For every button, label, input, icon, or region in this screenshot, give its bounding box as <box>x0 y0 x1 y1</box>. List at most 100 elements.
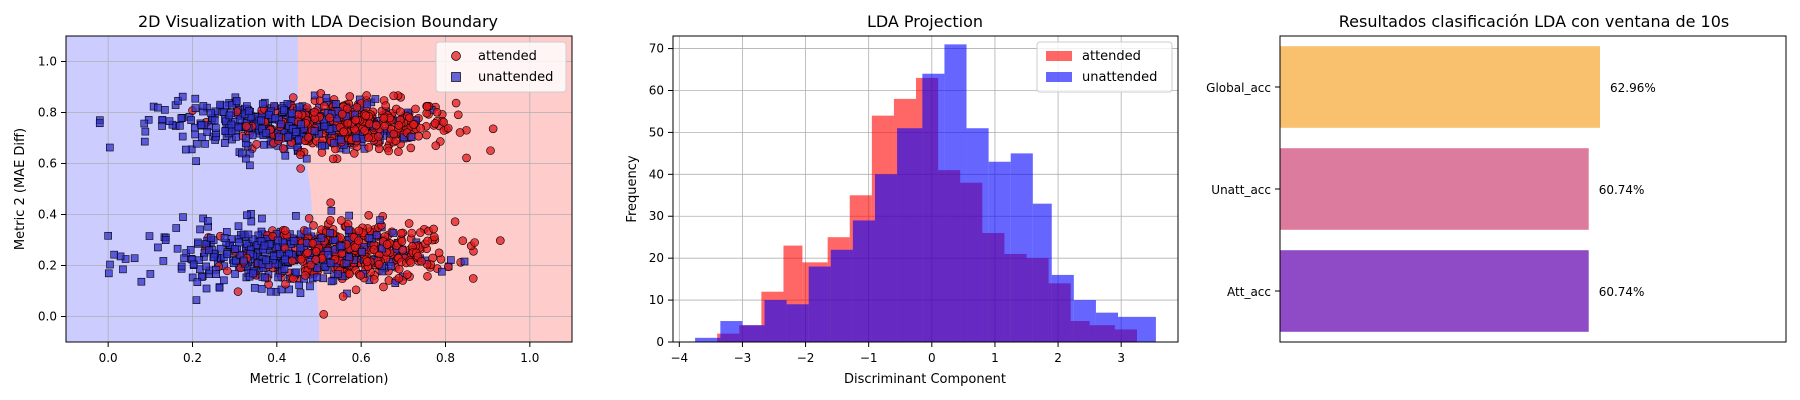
point-unattended <box>141 127 150 136</box>
point-attended <box>252 139 261 149</box>
point-unattended <box>313 273 321 282</box>
point-attended <box>422 102 432 111</box>
x-tick-label: 0.0 <box>99 351 118 365</box>
hist-bar-unattended <box>742 325 765 342</box>
point-unattended <box>197 121 206 129</box>
point-unattended <box>220 139 229 147</box>
point-unattended <box>266 287 275 296</box>
point-attended <box>369 275 379 284</box>
category-label: Unatt_acc <box>1211 183 1271 197</box>
point-unattended <box>225 111 234 120</box>
plot-frame <box>65 35 573 343</box>
point-unattended <box>250 284 259 292</box>
y-tick-label: 0.2 <box>38 259 57 273</box>
point-unattended <box>363 100 371 109</box>
point-unattended <box>197 273 206 281</box>
point-attended <box>394 264 404 274</box>
point-attended <box>450 217 460 227</box>
point-unattended <box>310 127 319 135</box>
point-unattended <box>274 273 282 282</box>
point-unattended <box>243 211 251 220</box>
point-unattended <box>191 123 199 132</box>
point-unattended <box>387 262 395 271</box>
legend-label-attended: attended <box>1082 49 1141 64</box>
chart-title: Resultados clasificación LDA con ventana… <box>1339 12 1730 31</box>
point-attended <box>407 228 417 238</box>
point-unattended <box>292 268 301 277</box>
point-unattended <box>191 94 200 103</box>
point-attended <box>468 274 478 283</box>
x-tick-label: 1.0 <box>520 351 539 365</box>
point-unattended <box>106 143 114 152</box>
point-unattended <box>280 265 289 274</box>
y-tick-label: 20 <box>649 251 664 265</box>
point-attended <box>233 287 243 296</box>
point-attended <box>374 144 384 154</box>
point-attended <box>339 127 349 137</box>
point-unattended <box>245 149 254 158</box>
point-attended <box>397 237 407 246</box>
point-attended <box>417 257 426 266</box>
point-unattended <box>234 123 243 132</box>
point-unattended <box>178 132 187 141</box>
point-attended <box>362 91 371 100</box>
x-axis-label: Discriminant Component <box>844 372 1006 387</box>
point-unattended <box>206 234 215 242</box>
point-unattended <box>249 269 257 278</box>
point-attended <box>496 236 505 245</box>
point-attended <box>351 285 361 295</box>
category-ticks: Global_acc Unatt_acc Att_acc <box>1206 81 1280 299</box>
point-attended <box>343 118 353 128</box>
point-unattended <box>345 211 354 220</box>
point-unattended <box>274 236 282 245</box>
point-attended <box>352 103 362 112</box>
point-attended <box>405 113 414 123</box>
point-attended <box>369 245 379 254</box>
point-unattended <box>194 238 202 247</box>
point-unattended <box>202 262 211 271</box>
y-axis-label: Metric 2 (MAE Diff) <box>13 128 28 250</box>
y-axis-label: Frequency <box>625 155 640 222</box>
point-attended <box>394 273 404 283</box>
point-unattended <box>110 250 118 259</box>
point-unattended <box>220 276 228 285</box>
point-unattended <box>280 106 288 115</box>
point-attended <box>453 110 463 120</box>
point-unattended <box>257 285 266 293</box>
point-unattended <box>258 100 267 108</box>
point-unattended <box>358 248 366 256</box>
point-attended <box>345 92 355 101</box>
point-unattended <box>119 265 127 274</box>
point-unattended <box>154 243 162 252</box>
point-attended <box>443 123 453 133</box>
point-unattended <box>295 103 304 112</box>
point-attended <box>311 255 321 264</box>
point-unattended <box>145 232 154 240</box>
point-unattended <box>236 115 245 124</box>
legend-label-attended: attended <box>478 49 537 64</box>
point-unattended <box>192 139 201 148</box>
bar-value-label: 60.74% <box>1599 285 1645 299</box>
point-attended <box>300 271 310 280</box>
point-unattended <box>277 120 285 129</box>
point-unattended <box>231 245 239 253</box>
point-unattended <box>336 135 345 144</box>
hist-bar-unattended <box>830 249 853 342</box>
point-attended <box>406 258 416 267</box>
point-attended <box>379 113 389 123</box>
point-attended <box>431 141 441 151</box>
point-unattended <box>192 157 200 166</box>
point-unattended <box>248 131 257 140</box>
point-unattended <box>332 100 340 108</box>
hist-bar-unattended <box>944 44 967 343</box>
point-unattended <box>277 285 286 294</box>
point-unattended <box>130 254 139 263</box>
hist-bar-unattended <box>764 300 787 342</box>
point-attended <box>325 113 334 122</box>
point-unattended <box>326 259 335 268</box>
point-unattended <box>180 254 188 263</box>
legend-label-unattended: unattended <box>478 70 553 85</box>
point-unattended <box>295 281 303 289</box>
hist-bar-unattended <box>1095 312 1119 342</box>
point-unattended <box>137 277 146 286</box>
